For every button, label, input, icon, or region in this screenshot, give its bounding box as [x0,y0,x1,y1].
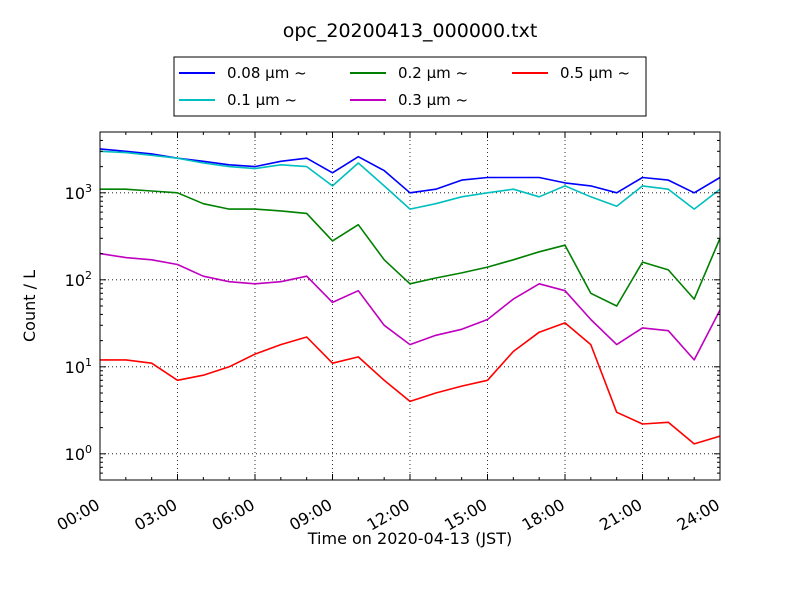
legend-label-3: 0.3 μm ~ [398,91,468,109]
legend-label-1: 0.1 μm ~ [227,91,297,109]
legend-label-0: 0.08 μm ~ [227,64,307,82]
y-tick-label: 101 [65,356,92,377]
series-line-1 [99,150,721,210]
y-axis-label: Count / L [20,270,39,342]
y-tick-label: 100 [65,443,92,464]
legend-box [173,56,647,117]
legend-label-2: 0.2 μm ~ [398,64,468,82]
legend-label-4: 0.5 μm ~ [560,64,630,82]
legend: 0.08 μm ~ 0.1 μm ~ 0.2 μm ~ 0.3 μm ~ 0.5 μm … [173,56,647,117]
y-axis-ticks: 100 101 102 103 [65,131,720,481]
y-tick-label: 102 [65,269,92,290]
x-axis-label: Time on 2020-04-13 (JST) [307,529,512,548]
series-line-4 [100,322,721,445]
series-layer [99,148,721,445]
series-line-2 [100,188,721,307]
series-line-0 [99,148,721,194]
y-tick-label: 103 [65,182,92,203]
series-line-3 [99,252,721,361]
chart-title: opc_20200413_000000.txt [283,20,538,42]
